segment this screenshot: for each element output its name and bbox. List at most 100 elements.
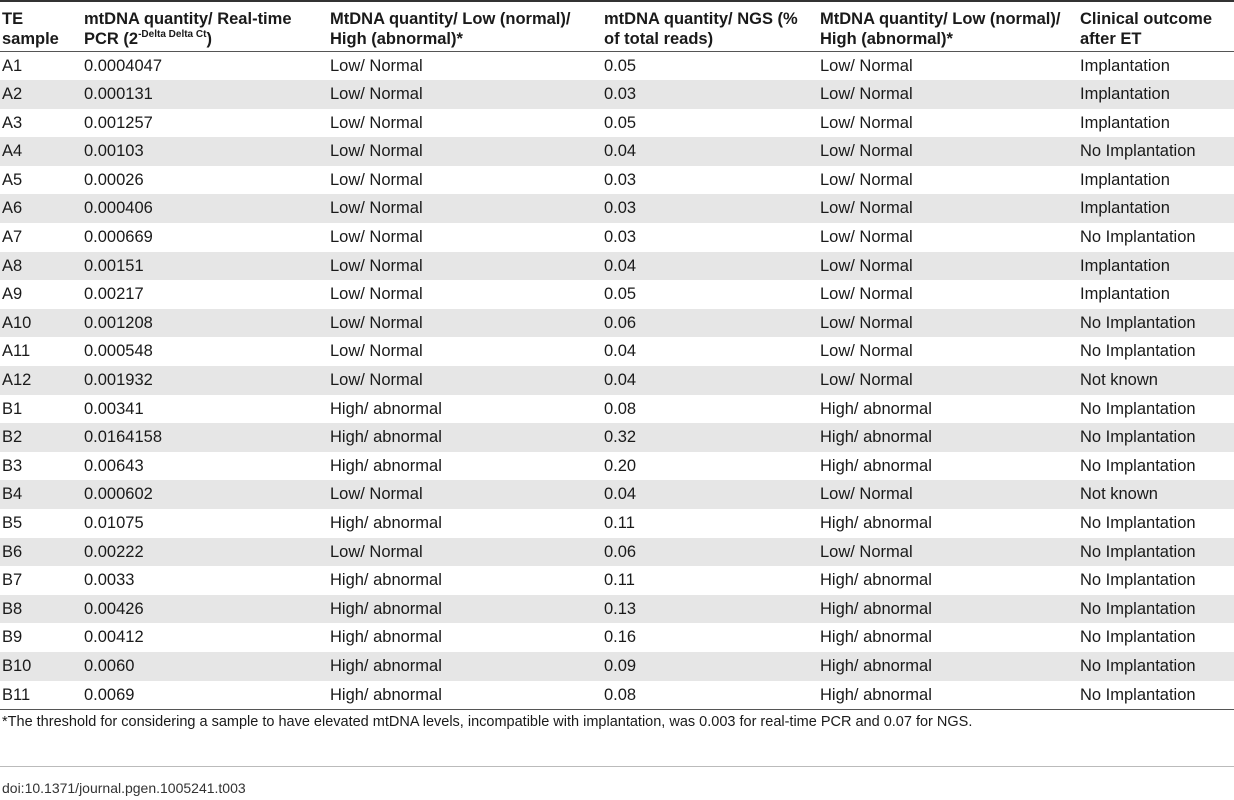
cell-pcr-value: 0.00412	[84, 628, 144, 647]
cell-ngs-value: 0.04	[604, 251, 820, 281]
cell-clinical-outcome: No Implantation	[1080, 651, 1234, 681]
table-row: A8 0.00151 Low/ Normal 0.04 Low/ Normal Impla…	[0, 251, 1234, 281]
cell-pcr-class: Low/ Normal	[330, 342, 423, 361]
table-row: B9 0.00412 High/ abnormal 0.16 High/ abnorma…	[0, 623, 1234, 652]
top-rule	[0, 0, 1234, 2]
table-row: B11 0.0069 High/ abnormal 0.08 High/ abnorma…	[0, 681, 1234, 710]
cell-ngs-class: Low/ Normal	[820, 251, 1080, 281]
cell-ngs-value: 0.03	[604, 80, 820, 109]
header-pcr-value-superscript: -Delta Delta Ct	[138, 28, 207, 40]
cell-ngs-value: 0.11	[604, 571, 635, 590]
cell-pcr-class: Low/ Normal	[330, 56, 423, 75]
cell-ngs-class: Low/ Normal	[820, 480, 1080, 509]
cell-te-sample: A8	[0, 251, 84, 281]
cell-ngs-value: 0.06	[604, 308, 820, 338]
table-row: A4 0.00103 Low/ Normal 0.04 Low/ Normal No Im…	[0, 137, 1234, 166]
table-row: A6 0.000406 Low/ Normal 0.03 Low/ Normal Impl…	[0, 194, 1234, 224]
cell-ngs-value: 0.08	[604, 685, 637, 704]
cell-ngs-class: Low/ Normal	[820, 137, 1080, 166]
table-row: B2 0.0164158 High/ abnormal 0.32 High/ abnor…	[0, 423, 1234, 452]
cell-pcr-value: 0.00103	[84, 137, 330, 166]
cell-ngs-value: 0.03	[604, 228, 637, 247]
cell-pcr-class: High/ abnormal	[330, 628, 442, 647]
table-row: B7 0.0033 High/ abnormal 0.11 High/ abnormal…	[0, 566, 1234, 595]
table-row: B10 0.0060 High/ abnormal 0.09 High/ abnorma…	[0, 651, 1234, 681]
cell-te-sample: B4	[0, 480, 84, 509]
cell-ngs-value: 0.13	[604, 594, 820, 624]
cell-clinical-outcome: Implantation	[1080, 194, 1234, 224]
cell-ngs-value: 0.03	[604, 170, 637, 189]
cell-clinical-outcome: No Implantation	[1080, 228, 1196, 247]
table-row: A9 0.00217 Low/ Normal 0.05 Low/ Normal Impla…	[0, 280, 1234, 309]
cell-ngs-value: 0.05	[604, 113, 637, 132]
cell-clinical-outcome: No Implantation	[1080, 423, 1234, 452]
header-ngs-value: mtDNA quantity/ NGS (% of total reads)	[604, 10, 798, 48]
table-header: TE sample mtDNA quantity/ Real-time PCR …	[0, 3, 1234, 51]
cell-clinical-outcome: No Implantation	[1080, 685, 1196, 704]
cell-pcr-value: 0.000131	[84, 80, 330, 109]
cell-ngs-value: 0.04	[604, 137, 820, 166]
cell-te-sample: A7	[2, 228, 23, 247]
table-body: A1 0.0004047 Low/ Normal 0.05 Low/ Normal Imp…	[0, 51, 1234, 710]
cell-ngs-value: 0.20	[604, 456, 637, 475]
cell-clinical-outcome: Implantation	[1080, 285, 1170, 304]
cell-clinical-outcome: No Implantation	[1080, 456, 1196, 475]
cell-pcr-value: 0.00222	[84, 537, 330, 567]
table-row: A1 0.0004047 Low/ Normal 0.05 Low/ Normal Imp…	[0, 51, 1234, 80]
cell-pcr-class: Low/ Normal	[330, 308, 604, 338]
cell-pcr-class: High/ abnormal	[330, 399, 442, 418]
cell-ngs-value: 0.32	[604, 423, 820, 452]
cell-ngs-class: High/ abnormal	[820, 628, 932, 647]
cell-ngs-class: Low/ Normal	[820, 285, 913, 304]
cell-ngs-value: 0.05	[604, 285, 637, 304]
cell-ngs-value: 0.04	[604, 366, 820, 395]
cell-clinical-outcome: Implantation	[1080, 170, 1170, 189]
cell-pcr-class: Low/ Normal	[330, 480, 604, 509]
cell-ngs-class: Low/ Normal	[820, 537, 1080, 567]
cell-pcr-value: 0.0033	[84, 571, 135, 590]
table-row: A5 0.00026 Low/ Normal 0.03 Low/ Normal Impla…	[0, 166, 1234, 195]
header-ngs-class: MtDNA quantity/ Low (normal)/ High (abno…	[820, 10, 1061, 48]
cell-clinical-outcome: Not known	[1080, 366, 1234, 395]
cell-ngs-value: 0.03	[604, 194, 820, 224]
cell-pcr-value: 0.00151	[84, 251, 330, 281]
cell-pcr-class: Low/ Normal	[330, 194, 604, 224]
cell-pcr-class: Low/ Normal	[330, 251, 604, 281]
cell-pcr-value: 0.00341	[84, 399, 144, 418]
cell-pcr-value: 0.0069	[84, 685, 135, 704]
cell-clinical-outcome: Implantation	[1080, 251, 1234, 281]
cell-ngs-value: 0.04	[604, 480, 820, 509]
cell-pcr-class: High/ abnormal	[330, 651, 604, 681]
header-row: TE sample mtDNA quantity/ Real-time PCR …	[0, 3, 1234, 51]
cell-ngs-value: 0.16	[604, 628, 637, 647]
cell-ngs-class: Low/ Normal	[820, 308, 1080, 338]
cell-te-sample: B5	[2, 514, 23, 532]
header-pcr-class: MtDNA quantity/ Low (normal)/ High (abno…	[330, 10, 571, 48]
header-clinical-outcome: Clinical outcome after ET	[1080, 10, 1213, 48]
cell-ngs-class: Low/ Normal	[820, 194, 1080, 224]
cell-clinical-outcome: No Implantation	[1080, 594, 1234, 624]
cell-pcr-class: Low/ Normal	[330, 170, 423, 189]
header-pcr-value: mtDNA quantity/ Real-time PCR (2-Delta D…	[84, 3, 330, 51]
cell-pcr-value: 0.000669	[84, 228, 153, 247]
cell-clinical-outcome: No Implantation	[1080, 514, 1196, 532]
cell-clinical-outcome: No Implantation	[1080, 571, 1196, 590]
cell-ngs-class: Low/ Normal	[820, 113, 913, 132]
cell-te-sample: A6	[0, 194, 84, 224]
cell-te-sample: A4	[0, 137, 84, 166]
cell-pcr-value: 0.000406	[84, 194, 330, 224]
cell-ngs-class: High/ abnormal	[820, 594, 1080, 624]
cell-pcr-value: 0.000548	[84, 342, 153, 361]
cell-ngs-value: 0.06	[604, 537, 820, 567]
header-pcr-value-text: mtDNA quantity/ Real-time PCR (2	[84, 10, 292, 48]
cell-pcr-class: High/ abnormal	[330, 423, 604, 452]
cell-ngs-class: High/ abnormal	[820, 571, 932, 590]
table-footnote: *The threshold for considering a sample …	[2, 714, 973, 730]
table-row: B5 0.01075 High/ abnormal 0.11 High/ abnorma…	[0, 509, 1234, 538]
cell-pcr-class: Low/ Normal	[330, 285, 423, 304]
cell-pcr-class: Low/ Normal	[330, 537, 604, 567]
cell-clinical-outcome: No Implantation	[1080, 628, 1196, 647]
cell-te-sample: B8	[0, 594, 84, 624]
cell-ngs-value: 0.11	[604, 514, 635, 532]
cell-clinical-outcome: No Implantation	[1080, 399, 1196, 418]
